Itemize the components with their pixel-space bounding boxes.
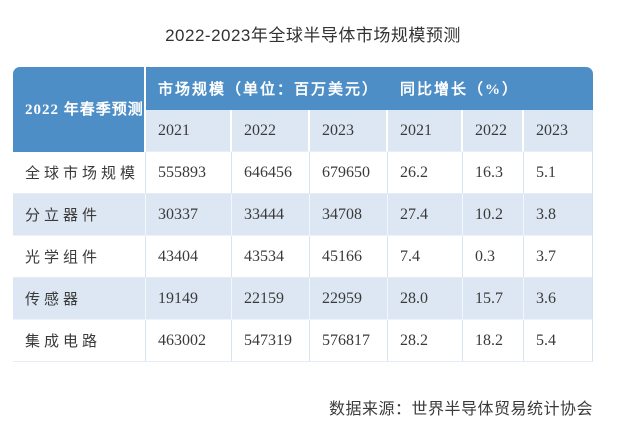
year-header: 2021 <box>146 110 232 152</box>
data-cell: 679650 <box>310 152 388 194</box>
forecast-table-container: 2022 年春季预测 市场规模（单位：百万美元） 同比增长（%） 2021 20… <box>13 67 593 362</box>
data-cell: 7.4 <box>388 236 463 278</box>
row-label: 光学组件 <box>13 236 146 278</box>
data-cell: 45166 <box>310 236 388 278</box>
data-cell: 0.3 <box>463 236 524 278</box>
data-cell: 3.6 <box>524 278 593 320</box>
year-header-row: 2021 2022 2023 2021 2022 2023 <box>13 110 593 152</box>
table-row: 分立器件 30337 33444 34708 27.4 10.2 3.8 <box>13 194 593 236</box>
table-row: 全球市场规模 555893 646456 679650 26.2 16.3 5.… <box>13 152 593 194</box>
group-header-yoy-growth: 同比增长（%） <box>388 67 593 110</box>
row-label: 全球市场规模 <box>13 152 146 194</box>
data-cell: 3.8 <box>524 194 593 236</box>
data-cell: 5.4 <box>524 320 593 362</box>
year-header: 2021 <box>388 110 463 152</box>
data-cell: 5.1 <box>524 152 593 194</box>
row-label: 集成电路 <box>13 320 146 362</box>
data-cell: 3.7 <box>524 236 593 278</box>
data-cell: 28.2 <box>388 320 463 362</box>
year-header: 2022 <box>463 110 524 152</box>
data-source-note: 数据来源：世界半导体贸易统计协会 <box>328 401 593 418</box>
year-header: 2023 <box>310 110 388 152</box>
year-header: 2023 <box>524 110 593 152</box>
semiconductor-forecast-table: 2022 年春季预测 市场规模（单位：百万美元） 同比增长（%） 2021 20… <box>13 67 593 362</box>
group-header-row: 2022 年春季预测 市场规模（单位：百万美元） 同比增长（%） <box>13 67 593 152</box>
table-row: 光学组件 43404 43534 45166 7.4 0.3 3.7 <box>13 236 593 278</box>
data-cell: 30337 <box>146 194 232 236</box>
data-cell: 33444 <box>232 194 310 236</box>
table-row: 传感器 19149 22159 22959 28.0 15.7 3.6 <box>13 278 593 320</box>
data-cell: 34708 <box>310 194 388 236</box>
row-label: 传感器 <box>13 278 146 320</box>
table-row: 集成电路 463002 547319 576817 28.2 18.2 5.4 <box>13 320 593 362</box>
data-cell: 10.2 <box>463 194 524 236</box>
group-header-market-size: 市场规模（单位：百万美元） <box>146 67 388 110</box>
data-cell: 646456 <box>232 152 310 194</box>
data-cell: 547319 <box>232 320 310 362</box>
data-cell: 555893 <box>146 152 232 194</box>
year-header: 2022 <box>232 110 310 152</box>
corner-header: 2022 年春季预测 <box>13 67 146 152</box>
data-cell: 28.0 <box>388 278 463 320</box>
data-cell: 22159 <box>232 278 310 320</box>
data-cell: 22959 <box>310 278 388 320</box>
data-cell: 19149 <box>146 278 232 320</box>
data-cell: 27.4 <box>388 194 463 236</box>
data-cell: 43404 <box>146 236 232 278</box>
data-cell: 43534 <box>232 236 310 278</box>
data-cell: 16.3 <box>463 152 524 194</box>
page-title: 2022-2023年全球半导体市场规模预测 <box>165 26 461 45</box>
data-cell: 576817 <box>310 320 388 362</box>
data-cell: 18.2 <box>463 320 524 362</box>
row-label: 分立器件 <box>13 194 146 236</box>
data-cell: 26.2 <box>388 152 463 194</box>
data-cell: 463002 <box>146 320 232 362</box>
data-cell: 15.7 <box>463 278 524 320</box>
